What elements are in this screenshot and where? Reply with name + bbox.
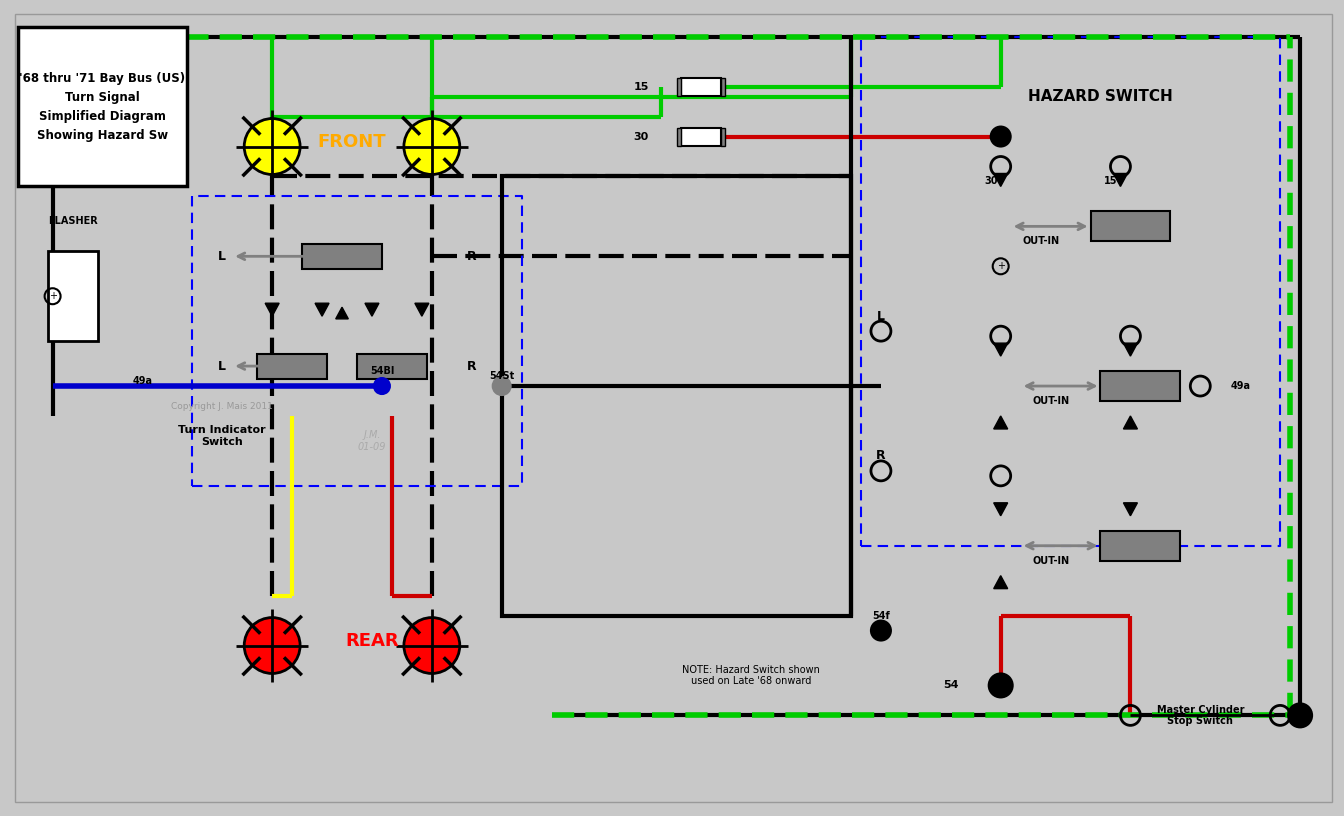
Text: R: R: [466, 360, 477, 373]
Text: FRONT: FRONT: [317, 132, 386, 150]
Text: OUT-IN: OUT-IN: [1032, 556, 1070, 565]
Circle shape: [1288, 703, 1312, 727]
Text: 15: 15: [1103, 176, 1117, 187]
Text: 30: 30: [984, 176, 997, 187]
Text: '68 thru '71 Bay Bus (US)
Turn Signal
Simplified Diagram
Showing Hazard Sw: '68 thru '71 Bay Bus (US) Turn Signal Si…: [19, 72, 185, 142]
Polygon shape: [1113, 174, 1128, 186]
Text: NOTE: Hazard Switch shown
used on Late '68 onward: NOTE: Hazard Switch shown used on Late '…: [683, 665, 820, 686]
Bar: [681, 78, 722, 95]
Polygon shape: [265, 304, 280, 316]
Text: 49a: 49a: [133, 376, 152, 386]
Circle shape: [871, 621, 891, 641]
Bar: [677, 127, 681, 145]
Bar: [677, 78, 681, 95]
Bar: [681, 127, 722, 145]
Text: R: R: [876, 450, 886, 463]
Polygon shape: [993, 174, 1008, 186]
Text: L: L: [876, 310, 884, 322]
Circle shape: [991, 126, 1011, 147]
Bar: [358, 353, 427, 379]
Text: L: L: [218, 360, 226, 373]
Bar: [47, 251, 98, 341]
Circle shape: [989, 673, 1012, 698]
Bar: [1090, 211, 1171, 242]
Polygon shape: [993, 416, 1008, 429]
Text: OUT-IN: OUT-IN: [1021, 237, 1059, 246]
Circle shape: [405, 618, 460, 673]
Polygon shape: [993, 503, 1008, 516]
Circle shape: [405, 118, 460, 175]
Text: 54St: 54St: [489, 371, 515, 381]
Text: 30: 30: [634, 131, 649, 141]
Bar: [501, 176, 851, 615]
Polygon shape: [366, 304, 379, 316]
Circle shape: [245, 118, 300, 175]
Text: 54f: 54f: [872, 610, 890, 621]
Bar: [1101, 530, 1180, 561]
Polygon shape: [993, 344, 1008, 356]
Text: REAR: REAR: [345, 632, 399, 650]
Bar: [722, 127, 726, 145]
Text: HAZARD SWITCH: HAZARD SWITCH: [1028, 89, 1173, 104]
Polygon shape: [1124, 416, 1137, 429]
Polygon shape: [1124, 503, 1137, 516]
Text: 54: 54: [943, 681, 958, 690]
Text: OUT-IN: OUT-IN: [1032, 396, 1070, 406]
Bar: [1101, 371, 1180, 401]
Circle shape: [493, 377, 511, 395]
Polygon shape: [314, 304, 329, 316]
Text: Master Cylinder
Stop Switch: Master Cylinder Stop Switch: [1157, 704, 1245, 726]
Text: L: L: [218, 250, 226, 263]
Text: 54Bl: 54Bl: [370, 366, 394, 376]
Text: FLASHER: FLASHER: [47, 216, 97, 226]
Circle shape: [374, 378, 390, 394]
Polygon shape: [1124, 344, 1137, 356]
Circle shape: [245, 618, 300, 673]
Text: +: +: [48, 291, 56, 301]
Text: J.M.
01-09: J.M. 01-09: [358, 430, 386, 452]
Text: +: +: [997, 261, 1005, 271]
Bar: [302, 244, 382, 268]
Polygon shape: [415, 304, 429, 316]
Bar: [257, 353, 327, 379]
Polygon shape: [336, 307, 348, 319]
Text: 49a: 49a: [1230, 381, 1250, 391]
Text: Copyright J. Mais 2011: Copyright J. Mais 2011: [171, 401, 273, 410]
Text: 15: 15: [634, 82, 649, 91]
Polygon shape: [993, 575, 1008, 588]
Text: Turn Indicator
Switch: Turn Indicator Switch: [179, 425, 266, 446]
Text: R: R: [466, 250, 477, 263]
Bar: [17, 27, 187, 186]
Bar: [722, 78, 726, 95]
